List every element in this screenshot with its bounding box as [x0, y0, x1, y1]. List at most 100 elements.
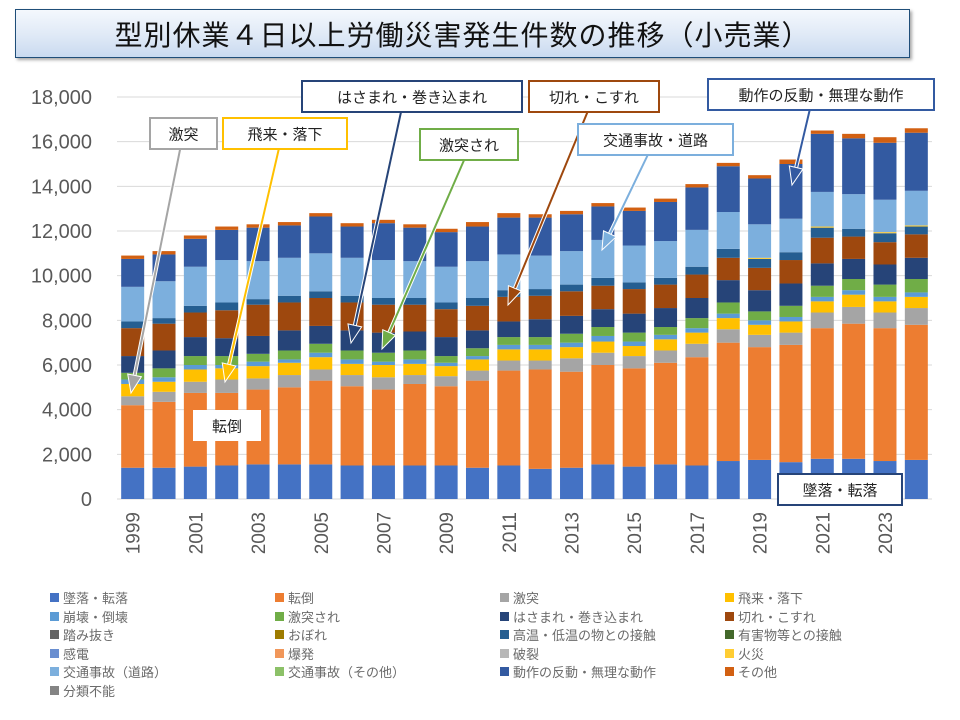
arrow-head-icon — [788, 165, 804, 187]
legend-label: 動作の反動・無理な動作 — [513, 666, 657, 681]
bar-segment — [371, 377, 395, 390]
bar-segment — [873, 284, 897, 297]
bar-segment — [591, 327, 615, 336]
x-tick-label: 2005 — [312, 512, 333, 554]
arrow-head-icon — [221, 362, 237, 384]
bar-segment — [497, 213, 521, 218]
bar-segment — [215, 226, 239, 230]
bar-segment — [434, 302, 458, 310]
bar-segment — [716, 342, 740, 462]
bar-segment — [748, 334, 772, 348]
bar-segment — [748, 258, 772, 268]
bar-segment — [152, 281, 176, 319]
callout: 交通事故・道路 — [577, 123, 734, 252]
bar-segment — [779, 305, 803, 317]
legend-swatch-icon — [500, 630, 509, 639]
bar-segment — [591, 341, 615, 353]
bar-segment — [810, 133, 834, 192]
bar-segment — [403, 359, 427, 364]
legend-item: 墜落・転落 — [50, 588, 128, 607]
bar-segment — [873, 137, 897, 143]
bar-segment — [873, 328, 897, 462]
bar-segment — [497, 217, 521, 255]
x-tick-label: 2023 — [876, 512, 897, 554]
bar-segment — [434, 465, 458, 499]
y-tick-label: 2,000 — [42, 444, 92, 466]
bars — [121, 128, 928, 499]
bar-segment — [779, 218, 803, 253]
bar-segment — [622, 210, 646, 246]
legend-swatch-icon — [275, 611, 284, 621]
bar-segment — [654, 350, 678, 363]
bar-segment — [215, 260, 239, 303]
callout-label: 動作の反動・無理な動作 — [738, 87, 903, 105]
callout: 激突 — [127, 117, 218, 395]
bar-segment — [183, 235, 207, 239]
bar-segment — [121, 396, 145, 406]
bar-segment — [591, 277, 615, 286]
x-tick-label: 2009 — [437, 512, 458, 554]
bar-segment — [748, 178, 772, 225]
bar-segment — [748, 290, 772, 312]
bar-segment — [371, 304, 395, 333]
bar-segment — [465, 380, 489, 468]
bar-segment — [716, 302, 740, 314]
chart-title: 型別休業４日以上労働災害発生件数の推移（小売業） — [114, 18, 811, 52]
bar-segment — [183, 312, 207, 338]
bar-segment — [748, 347, 772, 460]
bar-segment — [528, 214, 552, 218]
y-tick-label: 18,000 — [31, 87, 92, 109]
legend-label: 感電 — [63, 647, 90, 663]
y-tick-label: 6,000 — [42, 355, 92, 377]
legend-swatch-icon — [275, 667, 284, 676]
legend-label: 交通事故（道路） — [63, 666, 168, 681]
bar-segment — [309, 343, 333, 353]
bar-segment — [716, 166, 740, 213]
legend-label: 高温・低温の物との接触 — [513, 629, 656, 644]
bar-segment — [654, 362, 678, 465]
legend-item: 分類不能 — [50, 681, 115, 700]
bar-segment — [403, 350, 427, 360]
bar-segment — [654, 201, 678, 242]
bar-segment — [904, 225, 928, 227]
callout: 墜落・転落 — [777, 473, 903, 506]
bar-segment — [873, 199, 897, 233]
callout-label: 激突 — [168, 126, 198, 144]
bar-segment — [685, 184, 709, 188]
callout: 激突され — [381, 128, 519, 351]
legend-item: 転倒 — [275, 588, 314, 607]
bar-segment — [904, 234, 928, 258]
bar-segment — [748, 320, 772, 325]
bar-segment — [716, 318, 740, 330]
bar-segment — [654, 327, 678, 335]
bar-segment — [465, 305, 489, 331]
legend-item: おぼれ — [275, 625, 327, 644]
bar-segment — [685, 318, 709, 329]
callout-label: はさまれ・巻き込まれ — [337, 89, 487, 107]
bar-segment — [434, 376, 458, 387]
bar-segment — [246, 464, 270, 499]
bar-segment — [591, 203, 615, 207]
legend-label: 激突され — [288, 610, 341, 626]
bar-segment — [371, 298, 395, 305]
bar-segment — [497, 254, 521, 291]
bar-segment — [246, 353, 270, 362]
bar-segment — [716, 329, 740, 343]
bar-segment — [904, 190, 928, 226]
bar-segment — [497, 344, 521, 350]
legend-item: 高温・低温の物との接触 — [500, 625, 656, 644]
bar-segment — [465, 261, 489, 298]
bar-segment — [779, 159, 803, 164]
bar-segment — [434, 309, 458, 338]
bar-segment — [904, 132, 928, 191]
bar-segment — [560, 347, 584, 359]
bar-segment — [842, 236, 866, 259]
callout-box — [419, 128, 519, 161]
bar-segment — [904, 257, 928, 280]
bar-segment — [340, 375, 364, 387]
legend-label: 切れ・こすれ — [738, 610, 816, 626]
x-tick-label: 2007 — [374, 512, 395, 554]
bar-segment — [716, 313, 740, 319]
bar-segment — [779, 321, 803, 333]
bar-segment — [309, 352, 333, 358]
